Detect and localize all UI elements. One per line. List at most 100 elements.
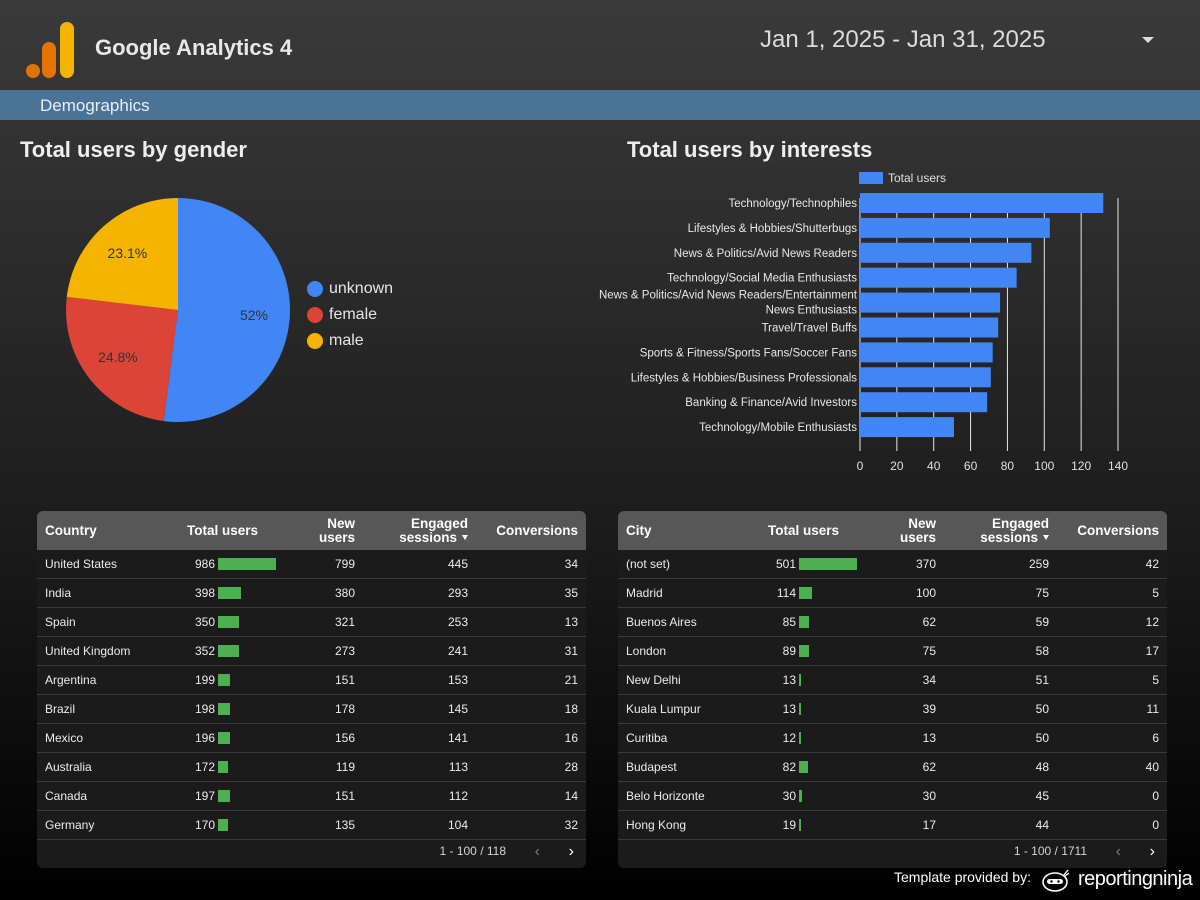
table-header: Country Total users New users Engaged session… (37, 511, 586, 550)
bar[interactable] (860, 292, 1001, 313)
table-row[interactable]: Canada 197 151 112 14 (37, 782, 586, 811)
cell-dimension: United Kingdom (45, 644, 131, 658)
x-tick-label: 40 (927, 459, 941, 473)
cell-conversions: 14 (564, 789, 578, 803)
legend-item-male[interactable]: male (307, 328, 393, 354)
x-tick-label: 120 (1071, 459, 1091, 473)
header-engaged-sessions[interactable]: Engaged sessions (399, 515, 468, 545)
pie-slice-female[interactable] (65, 296, 178, 422)
table-row[interactable]: Germany 170 135 104 32 (37, 811, 586, 840)
total-users-bar (218, 732, 230, 744)
date-range-picker[interactable]: Jan 1, 2025 - Jan 31, 2025 (760, 26, 1046, 53)
brand-name[interactable]: reportingninja (1078, 868, 1193, 890)
header-conversions[interactable]: Conversions (496, 522, 578, 538)
cell-total-users: 172 (194, 760, 215, 774)
bar[interactable] (860, 217, 1050, 238)
table-row[interactable]: Kuala Lumpur 13 39 50 11 (618, 695, 1167, 724)
cell-new-users: 321 (334, 615, 355, 629)
cell-conversions: 0 (1152, 789, 1159, 803)
total-users-bar (218, 703, 230, 715)
header-total-users[interactable]: Total users (187, 522, 259, 538)
cell-engaged-sessions: 445 (447, 557, 468, 571)
total-users-bar (799, 587, 813, 599)
cell-new-users: 135 (334, 818, 355, 832)
cell-conversions: 11 (1146, 702, 1159, 716)
table-row[interactable]: United States 986 799 445 34 (37, 550, 586, 579)
cell-engaged-sessions: 75 (1035, 586, 1049, 600)
header-dimension[interactable]: Country (45, 522, 97, 538)
pagination-label: 1 - 100 / 118 (439, 844, 507, 858)
gender-legend: unknown female male (307, 276, 393, 354)
table-row[interactable]: Belo Horizonte 30 30 45 0 (618, 782, 1167, 811)
table-row[interactable]: Brazil 198 178 145 18 (37, 695, 586, 724)
cell-conversions: 12 (1145, 615, 1159, 629)
bar[interactable] (860, 242, 1032, 263)
bar[interactable] (860, 193, 1104, 213)
table-row[interactable]: Madrid 114 100 75 5 (618, 579, 1167, 608)
pagination: 1 - 100 / 1711 ‹ › (618, 844, 1167, 860)
bar[interactable] (860, 367, 991, 388)
table-row[interactable]: London 89 75 58 17 (618, 637, 1167, 666)
legend-item-female[interactable]: female (307, 302, 393, 328)
table-row[interactable]: New Delhi 13 34 51 5 (618, 666, 1167, 695)
total-users-bar (799, 819, 802, 831)
bar[interactable] (860, 392, 988, 413)
pie-slice-unknown[interactable] (163, 198, 290, 422)
cell-conversions: 16 (564, 731, 578, 745)
cell-dimension: Buenos Aires (626, 615, 697, 629)
cell-conversions: 6 (1152, 731, 1159, 745)
table-row[interactable]: United Kingdom 352 273 241 31 (37, 637, 586, 666)
cell-engaged-sessions: 44 (1035, 818, 1049, 832)
pie-label-unknown: 52% (240, 307, 268, 323)
cell-total-users: 197 (194, 789, 215, 803)
table-row[interactable]: Buenos Aires 85 62 59 12 (618, 608, 1167, 637)
cell-dimension: Madrid (626, 586, 663, 600)
cell-total-users: 30 (782, 789, 796, 803)
table-row[interactable]: Budapest 82 62 48 40 (618, 753, 1167, 782)
category-label: Technology/Mobile Enthusiasts (699, 422, 857, 434)
cell-total-users: 501 (775, 557, 796, 571)
pagination-label: 1 - 100 / 1711 (1013, 844, 1087, 858)
header-total-users[interactable]: Total users (768, 522, 840, 538)
chevron-right-icon[interactable]: › (1149, 843, 1155, 860)
table-row[interactable]: Argentina 199 151 153 21 (37, 666, 586, 695)
cell-total-users: 12 (782, 731, 796, 745)
table-row[interactable]: Curitiba 12 13 50 6 (618, 724, 1167, 753)
bar[interactable] (860, 342, 993, 363)
table-row[interactable]: India 398 380 293 35 (37, 579, 586, 608)
legend-item-unknown[interactable]: unknown (307, 276, 393, 302)
bar[interactable] (860, 417, 954, 438)
cell-new-users: 30 (922, 789, 936, 803)
total-users-bar (218, 558, 276, 570)
bar[interactable] (860, 317, 999, 338)
chevron-right-icon[interactable]: › (568, 843, 574, 860)
table-row[interactable]: Spain 350 321 253 13 (37, 608, 586, 637)
table-row[interactable]: Australia 172 119 113 28 (37, 753, 586, 782)
table-row[interactable]: Hong Kong 19 17 44 0 (618, 811, 1167, 840)
interests-bar-chart: Total users 0 20 40 60 80 100 120 140 Technology/… (599, 171, 1128, 473)
x-tick-label: 60 (964, 459, 978, 473)
chevron-down-icon[interactable] (1142, 37, 1154, 43)
chevron-left-icon[interactable]: ‹ (534, 843, 540, 860)
header-dimension[interactable]: City (626, 522, 652, 538)
header-new-users[interactable]: New users (899, 515, 936, 545)
cell-engaged-sessions: 253 (447, 615, 468, 629)
pie-label-female: 24.8% (98, 349, 138, 365)
table-row[interactable]: Mexico 196 156 141 16 (37, 724, 586, 753)
cell-engaged-sessions: 259 (1028, 557, 1049, 571)
bar-legend-swatch (859, 172, 883, 184)
cell-engaged-sessions: 104 (447, 818, 468, 832)
cell-total-users: 196 (194, 731, 215, 745)
total-users-bar (799, 616, 809, 628)
legend-swatch (307, 281, 323, 297)
cell-new-users: 75 (922, 644, 936, 658)
pie-slice-male[interactable] (66, 198, 178, 310)
header-engaged-sessions[interactable]: Engaged sessions (980, 515, 1049, 545)
bar[interactable] (860, 267, 1017, 288)
header-conversions[interactable]: Conversions (1077, 522, 1159, 538)
cell-total-users: 85 (782, 615, 796, 629)
chevron-left-icon[interactable]: ‹ (1115, 843, 1121, 860)
table-row[interactable]: (not set) 501 370 259 42 (618, 550, 1167, 579)
x-tick-label: 140 (1108, 459, 1128, 473)
header-new-users[interactable]: New users (318, 515, 355, 545)
